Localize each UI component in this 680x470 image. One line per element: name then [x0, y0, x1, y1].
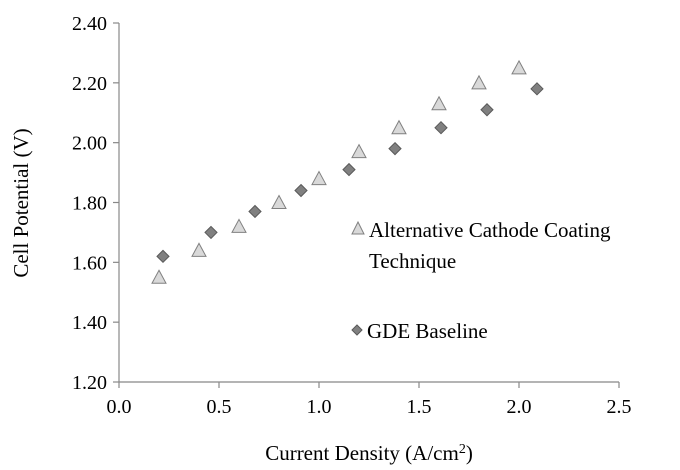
legend-label-alternative-cathode-line2: Technique [369, 249, 456, 273]
legend-label-alternative-cathode: Alternative Cathode Coating [369, 218, 611, 242]
y-tick-label: 1.80 [72, 193, 107, 215]
triangle-data-point [311, 170, 327, 186]
y-tick-label: 2.40 [72, 13, 107, 35]
triangle-data-point [391, 119, 407, 135]
triangle-data-point [511, 59, 527, 75]
x-tick-label: 2.5 [607, 396, 632, 418]
y-tick-label: 1.20 [72, 372, 107, 394]
y-tick-label: 1.60 [72, 252, 107, 274]
y-axis-ticks: 1.20 1.40 1.60 1.80 2.00 2.20 2.40 [72, 13, 119, 394]
x-tick-label: 0.0 [107, 396, 132, 418]
x-axis-title: Current Density (A/cm2) [265, 441, 473, 465]
triangle-data-point [351, 143, 367, 159]
diamond-data-point [388, 141, 402, 156]
legend-triangle-marker [351, 220, 365, 235]
diamond-data-point [530, 82, 544, 96]
x-tick-label: 1.5 [407, 396, 432, 418]
legend: Alternative Cathode Coating Technique GD… [351, 218, 611, 343]
triangle-data-point [231, 218, 247, 233]
triangle-data-point [191, 242, 207, 257]
legend-label-gde-baseline: GDE Baseline [367, 319, 488, 343]
diamond-data-point [156, 249, 170, 264]
data-points [151, 59, 544, 284]
diamond-data-point [248, 204, 262, 219]
x-tick-label: 2.0 [507, 396, 532, 418]
triangle-data-point [431, 95, 447, 111]
diamond-data-point [342, 162, 356, 177]
legend-diamond-marker [351, 324, 363, 336]
x-axis-title-main: Current Density (A/cm [265, 441, 459, 465]
x-axis-title-superscript: 2 [459, 442, 466, 457]
diamond-data-point [204, 225, 218, 240]
y-tick-label: 1.40 [72, 312, 107, 334]
diamond-data-point [434, 121, 448, 135]
x-tick-label: 0.5 [207, 396, 232, 418]
diamond-data-point [480, 103, 494, 117]
diamond-data-point [294, 183, 308, 198]
x-axis-ticks: 0.0 0.5 1.0 1.5 2.0 2.5 [107, 382, 632, 418]
x-tick-label: 1.0 [307, 396, 332, 418]
y-axis-title: Cell Potential (V) [9, 128, 33, 277]
triangle-data-point [471, 74, 487, 90]
x-axis-title-tail: ) [466, 441, 473, 465]
triangle-data-point [151, 269, 167, 284]
triangle-data-point [271, 194, 287, 209]
y-tick-label: 2.00 [72, 133, 107, 155]
y-tick-label: 2.20 [72, 73, 107, 95]
